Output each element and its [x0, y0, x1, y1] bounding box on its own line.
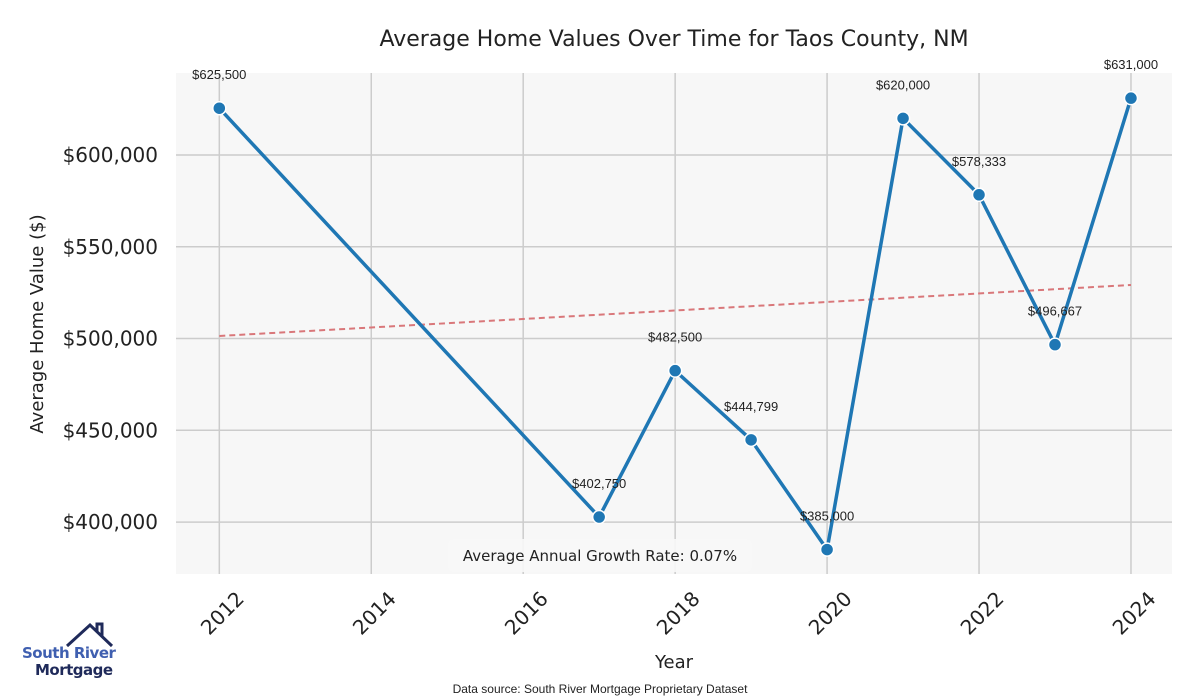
data-label: $620,000 [876, 77, 930, 92]
plot-area [176, 73, 1172, 574]
data-label: $631,000 [1104, 57, 1158, 72]
x-tick-label: 2020 [804, 587, 857, 640]
data-point [591, 509, 607, 525]
logo-line-2: Mortgage [35, 661, 113, 679]
data-label: $625,500 [192, 67, 246, 82]
data-point [1047, 337, 1063, 352]
data-point [971, 187, 987, 203]
y-tick-label: $400,000 [63, 510, 158, 534]
data-point [819, 542, 835, 557]
data-label: $402,750 [572, 476, 626, 491]
growth-rate-annotation: Average Annual Growth Rate: 0.07% [463, 547, 737, 565]
data-point [895, 111, 911, 126]
data-source-note: Data source: South River Mortgage Propri… [453, 682, 748, 696]
data-label: $496,667 [1028, 304, 1082, 319]
data-label: $444,799 [724, 399, 778, 414]
data-label: $578,333 [952, 154, 1006, 169]
x-axis-label: Year [654, 652, 694, 673]
x-tick-label: 2016 [500, 587, 553, 640]
data-label: $385,000 [800, 509, 854, 524]
x-tick-label: 2018 [652, 587, 705, 640]
y-tick-label: $450,000 [63, 418, 158, 442]
logo-line-1: South River [22, 644, 116, 662]
trend-line [219, 283, 1132, 337]
x-tick-label: 2014 [348, 587, 401, 640]
data-point [212, 100, 227, 116]
data-point [667, 363, 683, 378]
south-river-mortgage-logo: South River Mortgage [22, 622, 116, 682]
y-tick-label: $600,000 [63, 143, 158, 167]
y-axis-label: Average Home Value ($) [27, 214, 48, 433]
x-tick-label: 2022 [956, 587, 1009, 640]
house-roof-icon [65, 622, 114, 648]
x-tick-label: 2012 [196, 587, 249, 640]
y-tick-label: $500,000 [63, 327, 158, 351]
data-label: $482,500 [648, 330, 702, 345]
data-point [1123, 90, 1139, 106]
x-tick-label: 2024 [1108, 587, 1161, 640]
y-tick-label: $550,000 [63, 235, 158, 259]
chart-title: Average Home Values Over Time for Taos C… [379, 27, 968, 52]
data-point [743, 432, 759, 448]
growth-rate-box [448, 539, 752, 572]
